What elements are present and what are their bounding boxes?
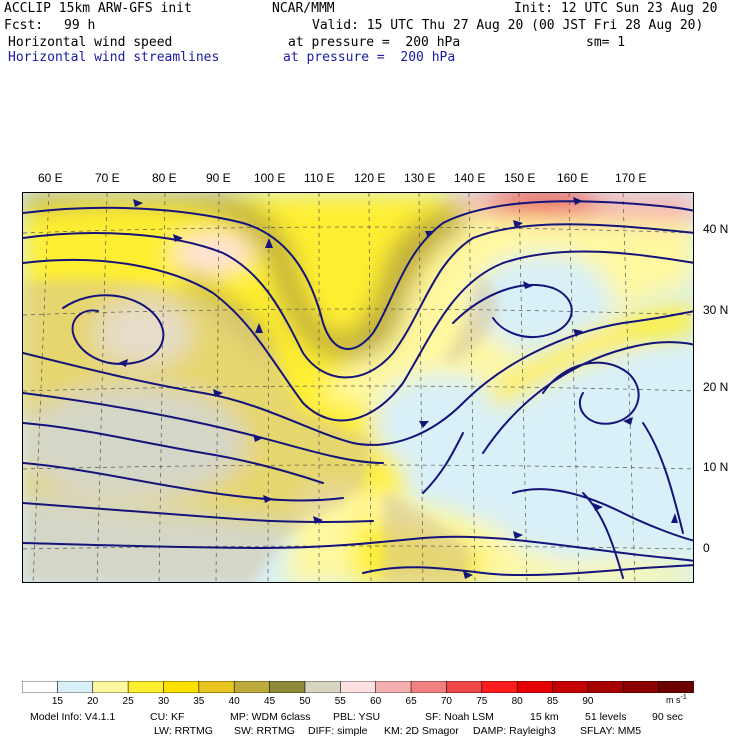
footer-model-info: Model Info: V4.1.1 <box>30 711 116 723</box>
field2-level: at pressure = 200 hPa <box>283 50 456 65</box>
streamline-arrows <box>118 197 678 579</box>
footer-km: KM: 2D Smagor <box>384 725 459 737</box>
footer-damp: DAMP: Rayleigh3 <box>473 725 556 737</box>
lon-label: 120 E <box>354 171 386 185</box>
smoothing-label: sm= 1 <box>586 35 626 50</box>
init-time: Init: 12 UTC Sun 23 Aug 20 <box>514 1 718 16</box>
forecast-label: Fcst: <box>4 18 44 33</box>
lat-label: 10 N <box>703 460 729 474</box>
footer-mp: MP: WDM 6class <box>230 711 311 723</box>
wind-map <box>22 192 694 583</box>
forecast-hour: 99 h <box>64 18 96 33</box>
colorbar-units: m s-1 <box>666 694 687 705</box>
colorbar-tick-label: 65 <box>405 696 417 707</box>
field2-name: Horizontal wind streamlines <box>8 50 220 65</box>
footer-sw: SW: RRTMG <box>234 725 295 737</box>
model-title: ACCLIP 15km ARW-GFS init <box>4 1 192 16</box>
footer-lw: LW: RRTMG <box>154 725 213 737</box>
colorbar-swatch <box>127 681 165 693</box>
colorbar-swatch <box>410 681 448 693</box>
field1-name: Horizontal wind speed <box>8 35 173 50</box>
colorbar-swatch <box>622 681 660 693</box>
footer-diff: DIFF: simple <box>308 725 368 737</box>
land-overlay <box>23 273 498 582</box>
footer-pbl: PBL: YSU <box>333 711 381 723</box>
lon-label: 100 E <box>254 171 286 185</box>
colorbar-swatch <box>552 681 589 693</box>
colorbar-tick-label: 75 <box>476 696 488 707</box>
colorbar-tick-label: 50 <box>299 696 311 707</box>
graticule <box>23 193 693 582</box>
footer-resolution: 15 km <box>530 711 559 723</box>
footer-sflay: SFLAY: MM5 <box>580 725 642 737</box>
streamlines <box>23 200 693 579</box>
colorbar-swatch <box>92 681 129 693</box>
valid-time: Valid: 15 UTC Thu 27 Aug 20 (00 JST Fri … <box>312 18 704 33</box>
colorbar-swatch <box>304 681 342 693</box>
lat-label: 30 N <box>703 303 729 317</box>
colorbar-swatch <box>481 681 518 693</box>
footer-timestep: 90 sec <box>652 711 683 723</box>
colorbar-swatch <box>198 681 236 693</box>
colorbar-tick-label: 45 <box>264 696 276 707</box>
colorbar-tick-label: 30 <box>157 696 170 707</box>
lon-label: 160 E <box>557 171 589 185</box>
lon-label: 130 E <box>404 171 436 185</box>
lon-label: 110 E <box>304 171 335 185</box>
colorbar-tick-label: 20 <box>87 696 99 707</box>
colorbar-swatch <box>446 681 483 693</box>
colorbar-tick-label: 15 <box>51 696 63 707</box>
footer-levels: 51 levels <box>585 711 627 723</box>
field1-level: at pressure = 200 hPa <box>288 35 461 50</box>
lon-label: 90 E <box>206 171 231 185</box>
colorbar-tick-label: 80 <box>511 696 523 707</box>
lat-label: 20 N <box>703 380 729 394</box>
colorbar-tick-label: 25 <box>122 696 134 707</box>
colorbar-swatch <box>587 681 625 693</box>
lon-label: 60 E <box>38 171 63 185</box>
colorbar-swatch <box>22 681 59 693</box>
colorbar-tick-label: 55 <box>334 696 346 707</box>
colorbar-tick-label: 40 <box>228 696 240 707</box>
lon-label: 170 E <box>615 171 647 185</box>
lat-label: 40 N <box>703 222 729 236</box>
lon-label: 80 E <box>152 171 177 185</box>
colorbar-tick-label: 60 <box>370 696 382 707</box>
center-label: NCAR/MMM <box>272 1 335 16</box>
colorbar-tick-label: 90 <box>582 696 594 707</box>
colorbar-swatch <box>375 681 412 693</box>
lon-label: 150 E <box>504 171 536 185</box>
colorbar-swatch <box>57 681 94 693</box>
footer-cu: CU: KF <box>150 711 185 723</box>
lon-label: 70 E <box>95 171 120 185</box>
colorbar-swatch <box>163 681 200 693</box>
colorbar-tick-label: 35 <box>193 696 205 707</box>
colorbar-swatch <box>233 681 271 693</box>
colorbar-swatch <box>658 681 694 693</box>
colorbar-swatch <box>340 681 377 693</box>
colorbar-tick-label: 85 <box>546 696 559 707</box>
footer-sf: SF: Noah LSM <box>425 711 494 723</box>
colorbar-tick-label: 70 <box>440 696 452 707</box>
lat-label: 0 <box>703 541 710 555</box>
lon-label: 140 E <box>454 171 486 185</box>
speed-colorbar <box>22 681 694 693</box>
colorbar-swatch <box>516 681 554 693</box>
colorbar-swatch <box>269 681 306 693</box>
